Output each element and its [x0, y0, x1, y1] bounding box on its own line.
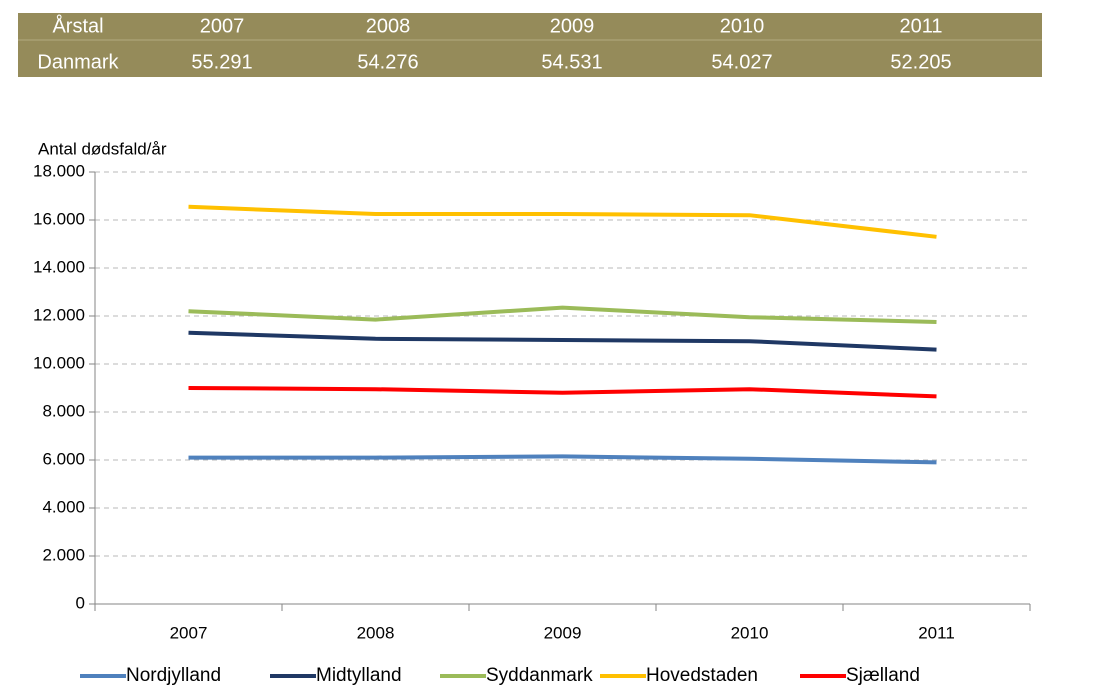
table-cell: 2008: [366, 15, 411, 37]
legend-label: Hovedstaden: [646, 665, 758, 686]
series-line: [188, 454, 937, 465]
table-cell: 52.205: [890, 51, 951, 73]
table-cell: 2009: [550, 15, 595, 37]
legend-label: Midtylland: [316, 665, 402, 686]
x-tick-label: 2011: [918, 623, 955, 642]
table-cell: 2007: [200, 15, 245, 37]
series-line: [188, 386, 937, 399]
series-line: [188, 330, 937, 352]
y-tick-label: 10.000: [33, 353, 85, 372]
table-background: [18, 13, 1042, 77]
y-tick-label: 14.000: [33, 257, 85, 276]
y-tick-label: 2.000: [42, 545, 85, 564]
table-cell: 2010: [720, 15, 765, 37]
table-cell: 54.027: [711, 51, 772, 73]
legend-label: Nordjylland: [126, 665, 221, 686]
y-tick-label: 16.000: [33, 209, 85, 228]
y-axis-label: Antal dødsfald/år: [38, 139, 167, 158]
series-line: [188, 305, 937, 324]
y-tick-label: 18.000: [33, 161, 85, 180]
y-tick-label: 8.000: [42, 401, 85, 420]
table-cell: 54.531: [541, 51, 602, 73]
legend-label: Sjælland: [846, 665, 920, 686]
series-line: [188, 204, 937, 239]
x-tick-label: 2009: [544, 623, 582, 642]
x-tick-label: 2010: [731, 623, 769, 642]
y-tick-label: 12.000: [33, 305, 85, 324]
table-cell: 54.276: [357, 51, 418, 73]
table-cell: Danmark: [37, 51, 119, 73]
x-tick-label: 2008: [357, 623, 395, 642]
y-tick-label: 0: [76, 593, 85, 612]
legend-label: Syddanmark: [486, 665, 593, 686]
table-cell: 2011: [899, 15, 942, 37]
table-cell: 55.291: [191, 51, 252, 73]
x-tick-label: 2007: [170, 623, 208, 642]
y-tick-label: 6.000: [42, 449, 85, 468]
table-cell: Årstal: [52, 14, 103, 37]
y-tick-label: 4.000: [42, 497, 85, 516]
